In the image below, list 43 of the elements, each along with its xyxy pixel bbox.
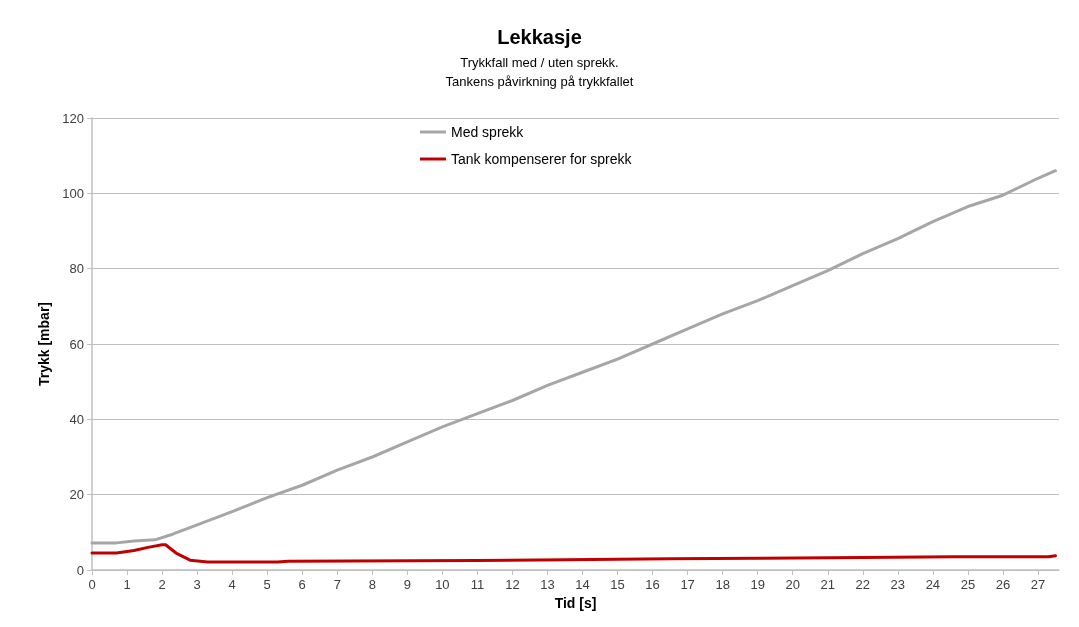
x-tick-label: 10 [435, 577, 450, 592]
chart-title: Lekkasje [497, 26, 582, 48]
x-tick-label: 14 [575, 577, 590, 592]
x-tick-label: 18 [715, 577, 730, 592]
x-tick-label: 16 [645, 577, 660, 592]
x-tick-label: 8 [368, 577, 376, 592]
legend-label: Tank kompenserer for sprekk [451, 151, 633, 167]
x-tick-label: 3 [193, 577, 201, 592]
x-tick-label: 24 [925, 577, 941, 592]
y-axis-title: Trykk [mbar] [36, 301, 53, 387]
y-tick-label: 60 [69, 336, 84, 352]
x-tick-label: 1 [123, 577, 131, 592]
x-tick-label: 20 [785, 577, 800, 592]
x-tick-label: 19 [750, 577, 765, 592]
y-tick-label: 80 [69, 261, 84, 277]
x-axis-title: Tid [s] [554, 595, 597, 611]
legend-label: Med sprekk [451, 124, 525, 140]
x-tick-label: 2 [158, 577, 166, 592]
y-tick-label: 0 [76, 562, 84, 578]
x-tick-label: 21 [820, 577, 835, 592]
x-tick-label: 9 [403, 577, 411, 592]
y-tick-label: 40 [69, 411, 84, 427]
line-series [90, 543, 1057, 564]
x-tick-label: 7 [333, 577, 341, 592]
x-tick-label: 0 [88, 577, 96, 592]
x-tick-label: 13 [540, 577, 555, 592]
y-tick-label: 100 [62, 185, 84, 201]
x-tick-label: 5 [263, 577, 271, 592]
chart-subtitle: Trykkfall med / uten sprekk. Tankens påvirkning på trykkfallet [445, 55, 634, 89]
line-series [90, 169, 1057, 545]
x-tick-label: 27 [1030, 577, 1046, 592]
y-tick-label: 20 [69, 487, 84, 503]
x-tick-label: 11 [470, 577, 485, 592]
x-tick-label: 23 [890, 577, 906, 592]
x-tick-label: 15 [610, 577, 625, 592]
x-tick-label: 17 [680, 577, 695, 592]
x-tick-label: 6 [298, 577, 306, 592]
x-tick-label: 26 [995, 577, 1011, 592]
x-tick-label: 25 [960, 577, 976, 592]
y-tick-label: 120 [62, 110, 84, 126]
x-tick-label: 4 [228, 577, 236, 592]
x-tick-label: 22 [855, 577, 871, 592]
x-tick-label: 12 [505, 577, 520, 592]
